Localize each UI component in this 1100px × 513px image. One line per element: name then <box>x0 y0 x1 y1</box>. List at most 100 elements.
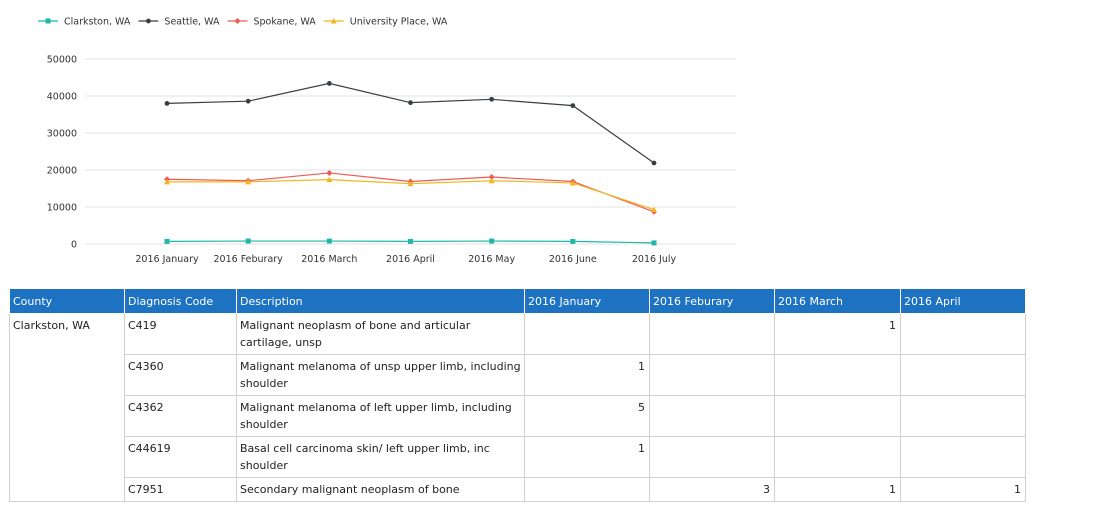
header-2016-feburary[interactable]: 2016 Feburary <box>649 289 775 314</box>
diagnosis-code-cell: C44619 <box>124 436 237 478</box>
data-point <box>488 177 495 184</box>
table-row: C4360 Malignant melanoma of unsp upper l… <box>10 354 1026 396</box>
legend-marker <box>234 18 241 24</box>
data-point <box>651 240 657 246</box>
header-2016-march[interactable]: 2016 March <box>774 289 901 314</box>
value-cell: 1 <box>524 436 650 478</box>
value-cell: 3 <box>649 477 775 502</box>
table-row: C44619 Basal cell carcinoma skin/ left u… <box>10 436 1026 478</box>
value-cell: 1 <box>524 354 650 396</box>
y-tick-label: 30000 <box>47 129 77 140</box>
description-cell: Malignant melanoma of unsp upper limb, i… <box>236 354 525 396</box>
y-tick-label: 20000 <box>47 166 77 177</box>
header-2016-january[interactable]: 2016 January <box>524 289 650 314</box>
x-tick-label: 2016 March <box>301 254 357 265</box>
series-seattle-wa <box>164 81 657 166</box>
description-cell: Malignant neoplasm of bone and articular… <box>236 313 525 355</box>
value-cell <box>774 395 901 437</box>
value-cell <box>900 354 1026 396</box>
data-point <box>408 100 413 106</box>
data-point <box>164 238 170 244</box>
data-point <box>489 96 495 102</box>
series-line <box>166 82 655 164</box>
value-cell: 1 <box>774 313 901 355</box>
data-point <box>569 179 576 186</box>
description-cell: Malignant melanoma of left upper limb, i… <box>236 395 525 437</box>
data-point <box>164 101 170 106</box>
table-row: C4362 Malignant melanoma of left upper l… <box>10 395 1026 437</box>
legend-label: University Place, WA <box>350 17 448 28</box>
value-cell <box>649 395 775 437</box>
data-point <box>489 238 495 244</box>
legend-label: Seattle, WA <box>164 17 220 28</box>
value-cell: 1 <box>900 477 1026 502</box>
legend-label: Spokane, WA <box>253 17 316 28</box>
table-row: C7951 Secondary malignant neoplasm of bo… <box>10 477 1026 502</box>
y-tick-label: 0 <box>71 240 77 251</box>
data-point <box>407 180 414 187</box>
data-point <box>326 169 333 176</box>
data-point <box>570 103 576 109</box>
series-university-place-wa <box>164 176 657 213</box>
header-2016-april[interactable]: 2016 April <box>900 289 1026 314</box>
legend-item: Seattle, WA <box>138 17 220 28</box>
table-header-row: County Diagnosis Code Description 2016 J… <box>9 289 1026 314</box>
diagnosis-code-cell: C7951 <box>124 477 237 502</box>
legend-item: Spokane, WA <box>227 17 316 28</box>
value-cell: 1 <box>774 477 901 502</box>
diagnosis-code-cell: C4360 <box>124 354 237 396</box>
x-tick-label: 2016 June <box>549 254 597 265</box>
x-axis: 2016 January 2016 Feburary 2016 March 2016 … <box>135 254 676 265</box>
y-axis: 0 10000 20000 30000 40000 50000 <box>47 55 77 251</box>
value-cell <box>649 354 775 396</box>
data-point <box>651 160 657 166</box>
y-tick-label: 40000 <box>47 92 77 103</box>
legend-label: Clarkston, WA <box>64 17 131 28</box>
header-county[interactable]: County <box>9 289 125 314</box>
data-point <box>326 176 333 183</box>
data-point <box>651 206 657 213</box>
chart-legend: Clarkston, WA Seattle, WA Spokane, WA Unive… <box>38 17 448 28</box>
description-cell: Secondary malignant neoplasm of bone <box>236 477 525 502</box>
county-cell: Clarkston, WA <box>9 313 125 502</box>
legend-marker <box>330 18 337 24</box>
diagnosis-table: County Diagnosis Code Description 2016 J… <box>9 289 1026 502</box>
header-description[interactable]: Description <box>236 289 525 314</box>
value-cell <box>524 477 650 502</box>
data-point <box>488 174 495 181</box>
value-cell <box>900 436 1026 478</box>
value-cell <box>649 313 775 355</box>
value-cell <box>649 436 775 478</box>
diagnosis-code-cell: C419 <box>124 313 237 355</box>
y-tick-label: 50000 <box>47 55 77 66</box>
y-tick-label: 10000 <box>47 203 77 214</box>
series-spokane-wa <box>164 169 657 215</box>
description-cell: Basal cell carcinoma skin/ left upper li… <box>236 436 525 478</box>
data-point <box>164 178 170 185</box>
data-point <box>326 238 332 244</box>
data-point <box>570 238 576 244</box>
chart-series <box>164 81 657 246</box>
data-point <box>245 238 251 244</box>
value-cell <box>774 436 901 478</box>
value-cell <box>524 313 650 355</box>
chart-gridlines <box>85 58 736 245</box>
x-tick-label: 2016 January <box>135 254 199 265</box>
diagnosis-code-cell: C4362 <box>124 395 237 437</box>
legend-marker <box>45 18 51 24</box>
table-row: Clarkston, WA C419 Malignant neoplasm of… <box>9 313 1026 502</box>
data-point <box>245 98 251 104</box>
line-chart: Clarkston, WA Seattle, WA Spokane, WA Unive… <box>38 17 736 265</box>
value-cell <box>900 395 1026 437</box>
legend-item: University Place, WA <box>323 17 448 28</box>
value-cell: 5 <box>524 395 650 437</box>
x-tick-label: 2016 April <box>386 254 435 265</box>
x-tick-label: 2016 May <box>468 254 515 265</box>
series-clarkston-wa <box>164 238 657 246</box>
data-point <box>326 81 332 86</box>
x-tick-label: 2016 July <box>632 254 677 265</box>
header-diagnosis-code[interactable]: Diagnosis Code <box>124 289 237 314</box>
legend-item: Clarkston, WA <box>38 17 131 28</box>
data-point <box>408 238 413 244</box>
x-tick-label: 2016 Feburary <box>214 254 284 265</box>
